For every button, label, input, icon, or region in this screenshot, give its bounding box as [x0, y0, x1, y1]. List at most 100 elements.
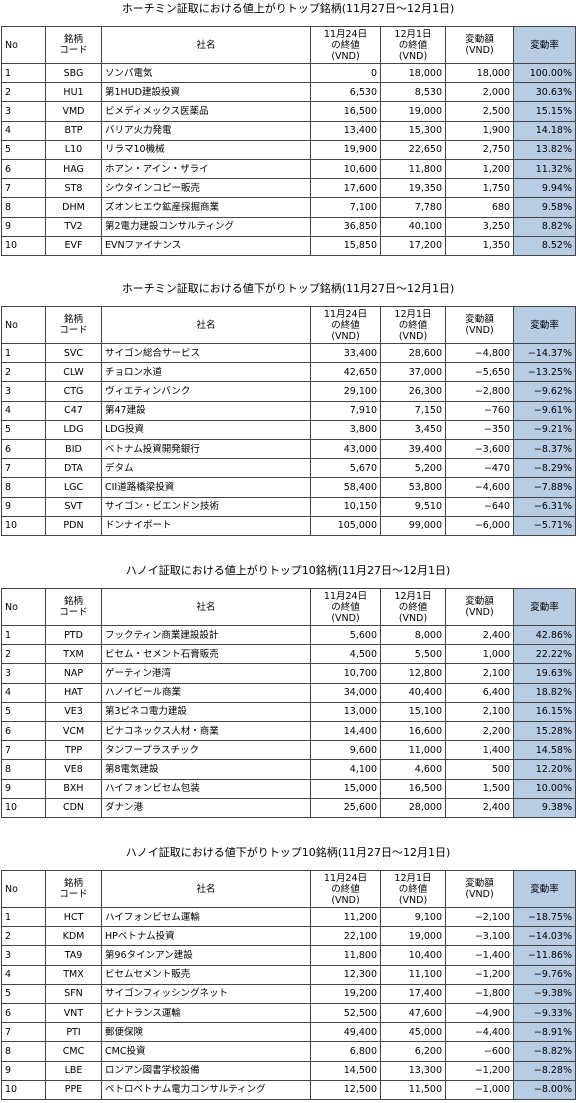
table-cell: バリア火力発電 — [101, 120, 311, 141]
table-cell: EVNファイナンス — [101, 235, 311, 256]
table-row: 5 VE3 第3ビネコ電力建設 13,000 15,100 2,100 16.15% — [1, 701, 576, 722]
table-cell: 7,150 — [380, 400, 446, 421]
table-cell: CLW — [45, 362, 102, 383]
table-cell: 2,500 — [445, 101, 514, 122]
table-row: 6 BID ベトナム投資開発銀行 43,000 39,400 −3,600 −8.37% — [1, 438, 576, 460]
table-cell: 2,200 — [445, 720, 514, 742]
table-cell: 15.15% — [513, 101, 576, 122]
table-cell: 1,000 — [445, 644, 514, 665]
table-cell: 4,100 — [310, 759, 381, 780]
table-cell: 12,300 — [310, 964, 381, 985]
table-cell: 34,000 — [310, 682, 381, 703]
header-cell: 12月1日 の終値 (VND) — [380, 306, 446, 344]
table-cell: ハイフォンビセム包装 — [101, 778, 311, 799]
table-cell: 9,100 — [380, 906, 446, 928]
table-cell: ロンアン図書学校設備 — [101, 1060, 311, 1081]
header-cell: No — [1, 306, 46, 344]
table-cell: TMX — [45, 964, 102, 985]
table-cell: サイゴン・ビエンドン技術 — [101, 496, 311, 517]
data-table: No 銘柄 コード 社名 11月24日 の終値 (VND) 12月1日 の終値 (VND… — [1, 26, 576, 256]
table-cell: 49,400 — [310, 1022, 381, 1043]
table-cell: 58,400 — [310, 477, 381, 498]
table-cell: 6,200 — [380, 1041, 446, 1062]
table-cell: −18.75% — [513, 906, 576, 928]
table-row: 8 DHM ズオンヒエウ鉱産採掘商業 7,100 7,780 680 9.58% — [1, 197, 576, 218]
table-row: 5 SFN サイゴンフィッシングネット 19,200 17,400 −1,800 −9.38… — [1, 983, 576, 1004]
table-row: 4 BTP バリア火力発電 13,400 15,300 1,900 14.18% — [1, 120, 576, 141]
header-cell: 11月24日 の終値 (VND) — [310, 306, 381, 344]
table-cell: BTP — [45, 120, 102, 141]
table-cell: 18,000 — [380, 62, 446, 84]
table-cell: 47,600 — [380, 1002, 446, 1024]
table-row: 3 NAP ゲーティン港湾 10,700 12,800 2,100 19.63% — [1, 663, 576, 684]
table-cell: −9.76% — [513, 964, 576, 985]
table-cell: 3,800 — [310, 419, 381, 440]
table-cell: 18.82% — [513, 682, 576, 703]
table-cell: ゲーティン港湾 — [101, 663, 311, 684]
table-cell: PTI — [45, 1022, 102, 1043]
table-row: 10 EVF EVNファイナンス 15,850 17,200 1,350 8.52% — [1, 235, 576, 256]
table-cell: 40,400 — [380, 682, 446, 703]
table-cell: −4,600 — [445, 477, 514, 498]
table-cell: 13,000 — [310, 701, 381, 722]
table-row: 2 CLW チョロン水道 42,650 37,000 −5,650 −13.25% — [1, 362, 576, 383]
table-cell: −350 — [445, 419, 514, 440]
table-cell: 5,670 — [310, 458, 381, 479]
table-cell: EVF — [45, 235, 102, 256]
table-cell: PTD — [45, 624, 102, 646]
table-cell: 22,100 — [310, 926, 381, 947]
table-cell: 52,500 — [310, 1002, 381, 1024]
table-cell: 4 — [1, 682, 46, 703]
table-cell: 4 — [1, 964, 46, 985]
table-cell: 9 — [1, 1060, 46, 1081]
table-cell: NAP — [45, 663, 102, 684]
table-cell: 680 — [445, 197, 514, 218]
table-row: 1 SBG ソンパ電気 0 18,000 18,000 100.00% — [1, 62, 576, 84]
table-row: 5 L10 リラマ10機械 19,900 22,650 2,750 13.82% — [1, 139, 576, 160]
header-cell: 変動率 — [513, 870, 576, 908]
table-cell: HU1 — [45, 82, 102, 103]
table-cell: −4,800 — [445, 342, 514, 364]
table-cell: 3 — [1, 945, 46, 966]
table-cell: −5,650 — [445, 362, 514, 383]
table-cell: −1,800 — [445, 983, 514, 1004]
header-cell: 12月1日 の終値 (VND) — [380, 26, 446, 64]
table-cell: 17,600 — [310, 178, 381, 199]
data-table: No 銘柄 コード 社名 11月24日 の終値 (VND) 12月1日 の終値 (VND… — [1, 588, 576, 818]
table-row: 3 CTG ヴィエティンバンク 29,100 26,300 −2,800 −9.62% — [1, 381, 576, 402]
table-cell: 28,000 — [380, 797, 446, 818]
table-cell: 第3ビネコ電力建設 — [101, 701, 311, 722]
table-cell: 40,100 — [380, 216, 446, 237]
table-cell: 99,000 — [380, 515, 446, 536]
table-cell: 3 — [1, 663, 46, 684]
table-cell: 19,200 — [310, 983, 381, 1004]
table-cell: 6,800 — [310, 1041, 381, 1062]
table-cell: 8.52% — [513, 235, 576, 256]
table-cell: ビセム・セメント石膏販売 — [101, 644, 311, 665]
table-cell: 6,400 — [445, 682, 514, 703]
table-cell: ハノイビール商業 — [101, 682, 311, 703]
table-cell: −6,000 — [445, 515, 514, 536]
table-cell: 1 — [1, 62, 46, 84]
table-cell: 4,500 — [310, 644, 381, 665]
header-cell: 銘柄 コード — [45, 588, 102, 626]
table-cell: 第1HUD建設投資 — [101, 82, 311, 103]
header-row: No 銘柄 コード 社名 11月24日 の終値 (VND) 12月1日 の終値 (VND… — [1, 306, 576, 344]
table-cell: 第2電力建設コンサルティング — [101, 216, 311, 237]
table-cell: 12.20% — [513, 759, 576, 780]
table-cell: 7 — [1, 178, 46, 199]
table-cell: 13.82% — [513, 139, 576, 160]
table-cell: 10 — [1, 1079, 46, 1100]
table-cell: 3 — [1, 101, 46, 122]
header-cell: 変動額 (VND) — [445, 26, 514, 64]
table-row: 4 TMX ビセムセメント販売 12,300 11,100 −1,200 −9.76% — [1, 964, 576, 985]
table-cell: ダナン港 — [101, 797, 311, 818]
table-cell: ズオンヒエウ鉱産採掘商業 — [101, 197, 311, 218]
table-cell: 19,350 — [380, 178, 446, 199]
table-cell: 42,650 — [310, 362, 381, 383]
header-cell: No — [1, 26, 46, 64]
table-cell: −13.25% — [513, 362, 576, 383]
table-cell: 11,100 — [380, 964, 446, 985]
header-cell: 12月1日 の終値 (VND) — [380, 588, 446, 626]
table-cell: 9.94% — [513, 178, 576, 199]
